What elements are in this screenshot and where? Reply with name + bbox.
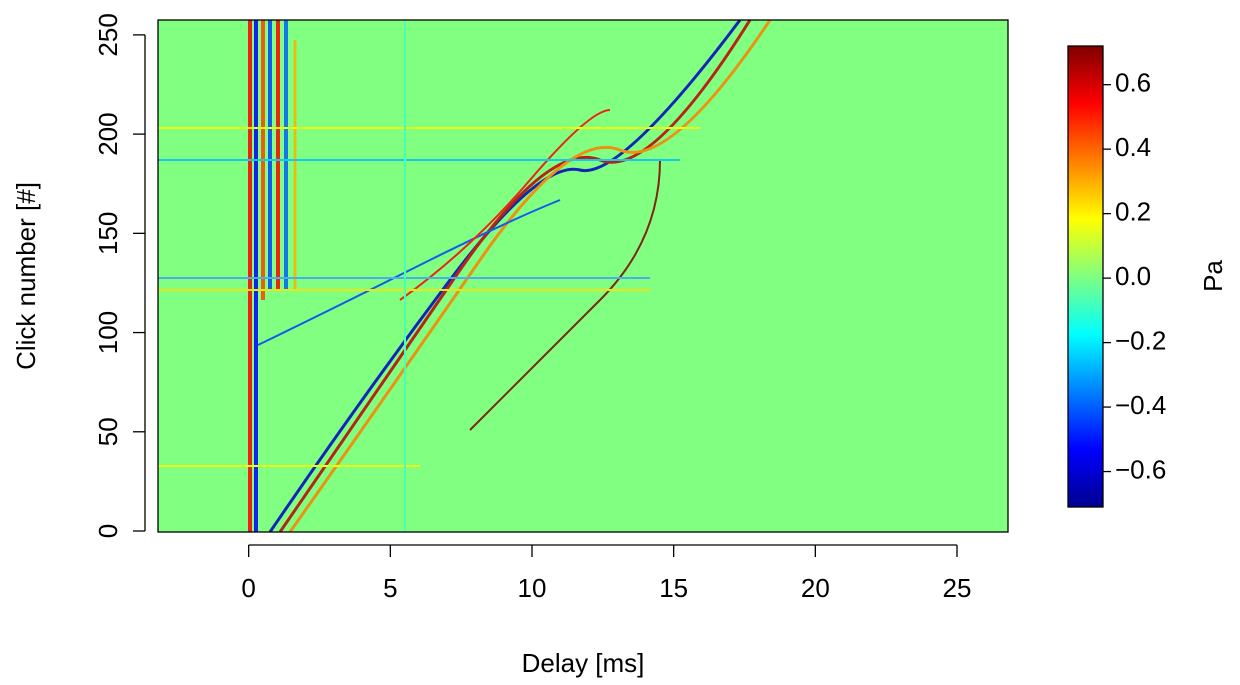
colorbar-tick-label: 0.6 — [1115, 68, 1151, 98]
x-axis-label: Delay [ms] — [522, 648, 645, 678]
colorbar — [1068, 46, 1103, 507]
y-tick-label: 250 — [93, 13, 123, 56]
colorbar-tick-label: −0.6 — [1115, 454, 1166, 484]
x-tick-label: 10 — [518, 573, 547, 603]
plot-frame — [157, 19, 1009, 533]
y-tick-label: 50 — [93, 417, 123, 446]
colorbar-tick-label: 0.0 — [1115, 261, 1151, 291]
colorbar-tick-label: −0.4 — [1115, 390, 1166, 420]
colorbar-tick-label: 0.4 — [1115, 132, 1151, 162]
y-tick-label: 150 — [93, 212, 123, 255]
colorbar-tick-label: 0.2 — [1115, 197, 1151, 227]
x-tick-label: 5 — [383, 573, 397, 603]
colorbar-label: Pa — [1198, 260, 1228, 292]
x-tick-label: 25 — [943, 573, 972, 603]
y-tick-label: 0 — [93, 524, 123, 538]
heatmap-texture — [158, 20, 772, 532]
x-tick-label: 15 — [659, 573, 688, 603]
x-tick-label: 0 — [241, 573, 255, 603]
y-tick-label: 100 — [93, 311, 123, 354]
x-tick-label: 20 — [801, 573, 830, 603]
colorbar-tick-label: −0.2 — [1115, 325, 1166, 355]
colorbar-frame — [1067, 45, 1104, 508]
y-tick-label: 200 — [93, 112, 123, 155]
heatmap-field — [158, 20, 1008, 532]
y-axis-label: Click number [#] — [11, 182, 41, 370]
